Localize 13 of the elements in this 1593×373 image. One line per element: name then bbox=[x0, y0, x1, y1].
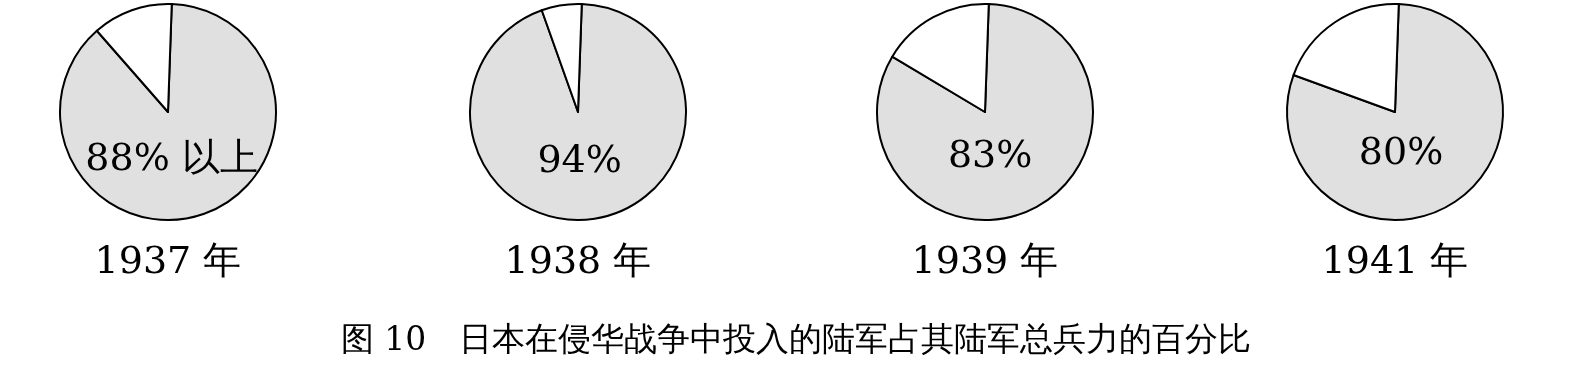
data-label: 94% bbox=[537, 137, 622, 182]
pie-slice bbox=[469, 3, 687, 221]
text: 1941 年 bbox=[1321, 238, 1469, 282]
data-label: 83% bbox=[947, 131, 1033, 176]
text: 1939 年 bbox=[911, 238, 1059, 282]
pie-slice bbox=[876, 3, 1094, 221]
text: 1938 年 bbox=[504, 238, 652, 282]
data-label: 88% 以上 bbox=[85, 134, 258, 179]
caption: 图 10 日本在侵华战争中投入的陆军占其陆军总兵力的百分比 bbox=[340, 319, 1252, 358]
pie-slice bbox=[59, 3, 277, 221]
text: 1937 年 bbox=[94, 238, 242, 282]
pie-slice bbox=[1286, 3, 1504, 221]
data-label: 80% bbox=[1358, 129, 1444, 174]
